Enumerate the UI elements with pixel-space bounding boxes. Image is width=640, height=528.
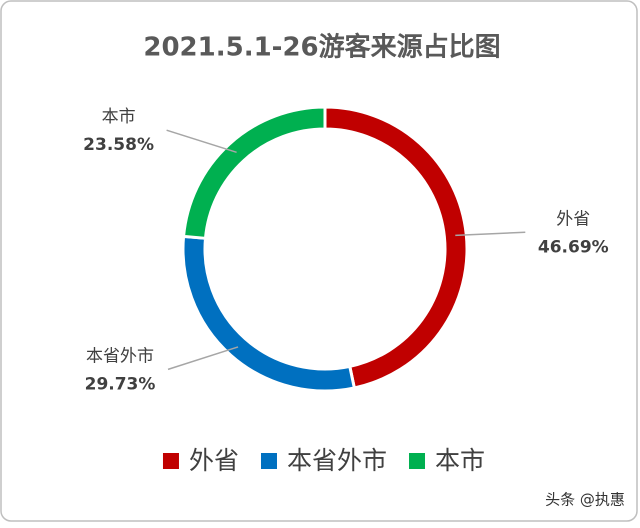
data-label: 23.58% — [83, 135, 154, 155]
leader-line — [455, 231, 526, 237]
legend-label: 本省外市 — [287, 446, 387, 475]
legend-swatch — [260, 453, 277, 469]
donut-segment — [181, 105, 327, 240]
legend-swatch — [409, 453, 426, 469]
leader-line — [167, 346, 239, 371]
legend-label: 外省 — [189, 446, 239, 475]
data-label: 46.69% — [538, 237, 609, 257]
legend-swatch — [162, 453, 179, 469]
data-label: 29.73% — [85, 374, 156, 394]
data-label-name: 外省 — [556, 209, 590, 229]
watermark: 头条 @执惠 — [545, 491, 625, 509]
data-label-name: 本省外市 — [86, 346, 154, 366]
data-label-name: 本市 — [102, 107, 136, 127]
legend-label: 本市 — [435, 446, 485, 475]
chart-title: 2021.5.1-26游客来源占比图 — [143, 32, 500, 63]
leader-line — [166, 129, 237, 154]
